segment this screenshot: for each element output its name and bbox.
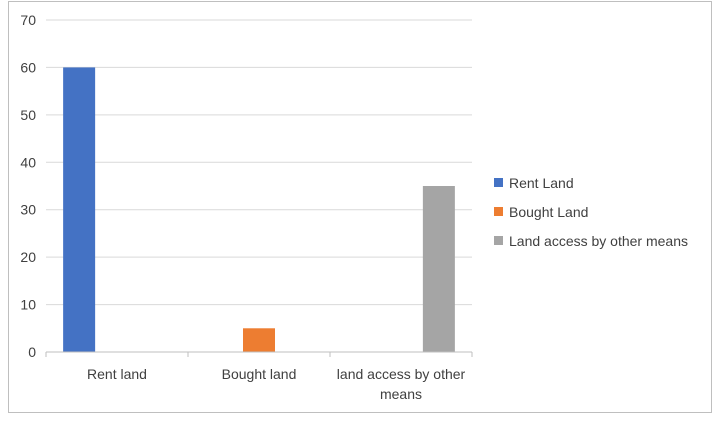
legend-swatch-bought-land — [494, 207, 503, 216]
x-tick-label: Bought land — [222, 366, 297, 382]
y-axis-ticks: 0 10 20 30 40 50 60 70 — [20, 12, 36, 360]
bar-rent-land — [63, 67, 96, 352]
legend: Rent Land Bought Land Land access by oth… — [494, 168, 688, 255]
y-tick-label: 60 — [20, 59, 36, 75]
gridlines — [46, 19, 472, 306]
y-tick-label: 40 — [20, 154, 36, 170]
legend-label-bought-land: Bought Land — [509, 203, 589, 220]
bar-land-access-by-other-means — [422, 186, 455, 352]
y-tick-label: 70 — [20, 12, 36, 28]
legend-swatch-rent-land — [494, 178, 503, 187]
x-axis-ticks: Rent land Bought land land access by other… — [45, 352, 473, 402]
y-tick-label: 20 — [20, 249, 36, 265]
y-tick-label: 10 — [20, 297, 36, 313]
bars — [63, 67, 455, 352]
y-tick-label: 30 — [20, 202, 36, 218]
x-tick-label: land access by other means — [337, 366, 466, 402]
legend-item-other-means: Land access by other means — [494, 226, 688, 255]
legend-item-rent-land: Rent Land — [494, 168, 688, 197]
bar-bought-land — [243, 328, 275, 352]
legend-label-rent-land: Rent Land — [509, 174, 574, 191]
y-tick-label: 0 — [28, 344, 36, 360]
legend-swatch-other-means — [494, 236, 503, 245]
chart-frame — [8, 1, 712, 413]
y-tick-label: 50 — [20, 107, 36, 123]
legend-item-bought-land: Bought Land — [494, 197, 688, 226]
x-tick-label: Rent land — [87, 366, 147, 382]
legend-label-other-means: Land access by other means — [509, 232, 688, 249]
